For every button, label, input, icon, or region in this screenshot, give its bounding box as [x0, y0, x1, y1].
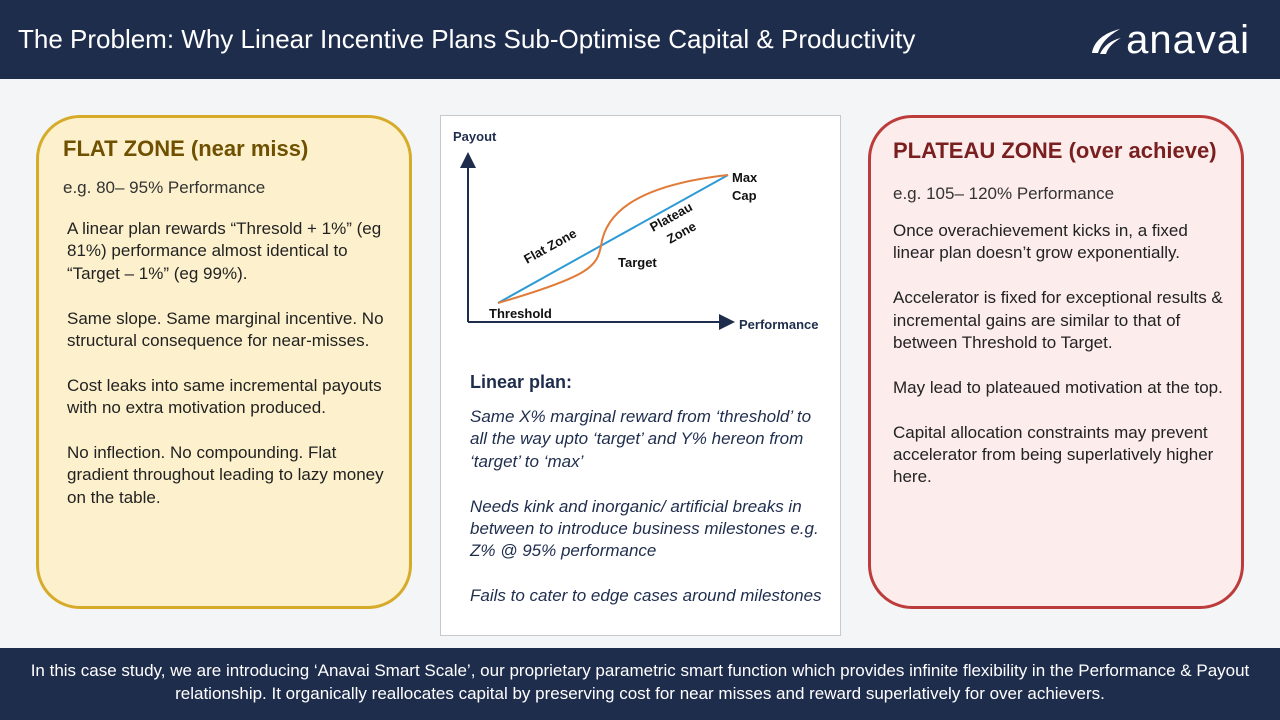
y-axis-label: Payout — [453, 129, 497, 144]
plateau-zone-paragraph: Once overachievement kicks in, a fixed l… — [893, 221, 1188, 263]
target-label: Target — [618, 255, 657, 270]
linear-plan-panel: Payout Performance Max Cap Flat Zone Pla… — [440, 115, 841, 636]
header-bar: The Problem: Why Linear Incentive Plans … — [0, 0, 1280, 79]
footer-bar: In this case study, we are introducing ‘… — [0, 648, 1280, 720]
flat-zone-title: FLAT ZONE (near miss) — [63, 136, 309, 161]
flat-zone-paragraph: Cost leaks into same incremental payouts… — [67, 375, 382, 418]
flat-zone-subtitle: e.g. 80– 95% Performance — [63, 178, 266, 197]
logo: anavai — [1088, 18, 1250, 62]
plateau-zone-title: PLATEAU ZONE (over achieve) — [893, 138, 1217, 163]
flat-zone-paragraph: A linear plan rewards “Thresold + 1%” (e… — [67, 219, 382, 283]
plateau-zone-subtitle: e.g. 105– 120% Performance — [893, 184, 1115, 203]
payout-curve-diagram: Payout Performance Max Cap Flat Zone Pla… — [453, 129, 818, 332]
plateau-zone-card: PLATEAU ZONE (over achieve) e.g. 105– 12… — [868, 115, 1244, 609]
linear-plan-paragraph: Needs kink and inorganic/ artificial bre… — [470, 496, 819, 561]
plateau-zone-body: Once overachievement kicks in, a fixed l… — [893, 220, 1233, 511]
anavai-swoosh-icon — [1092, 29, 1122, 54]
smart-scale-curve — [497, 174, 729, 304]
x-axis-label: Performance — [739, 317, 818, 332]
linear-plan-body: Same X% marginal reward from ‘threshold’… — [470, 406, 830, 630]
flat-zone-paragraph: No inflection. No compounding. Flat grad… — [67, 443, 384, 507]
max-cap-label: Cap — [732, 188, 757, 203]
linear-plan-title: Linear plan: — [470, 372, 573, 392]
threshold-label: Threshold — [489, 306, 552, 321]
max-cap-label: Max — [732, 170, 758, 185]
flat-zone-body: A linear plan rewards “Thresold + 1%” (e… — [67, 218, 397, 532]
linear-plan-line — [497, 174, 729, 304]
plateau-zone-paragraph: May lead to plateaued motivation at the … — [893, 377, 1223, 397]
flat-zone-label: Flat Zone — [521, 225, 579, 266]
plateau-zone-paragraph: Accelerator is fixed for exceptional res… — [893, 288, 1223, 353]
footer-text: In this case study, we are introducing ‘… — [30, 661, 1250, 703]
linear-plan-paragraph: Same X% marginal reward from ‘threshold’… — [470, 407, 812, 471]
plateau-zone-paragraph: Capital allocation constraints may preve… — [893, 422, 1214, 487]
logo-text: anavai — [1126, 18, 1250, 62]
flat-zone-card: FLAT ZONE (near miss) e.g. 80– 95% Perfo… — [36, 115, 412, 609]
flat-zone-paragraph: Same slope. Same marginal incentive. No … — [67, 308, 384, 351]
page-title: The Problem: Why Linear Incentive Plans … — [18, 24, 916, 54]
linear-plan-paragraph: Fails to cater to edge cases around mile… — [470, 586, 822, 606]
